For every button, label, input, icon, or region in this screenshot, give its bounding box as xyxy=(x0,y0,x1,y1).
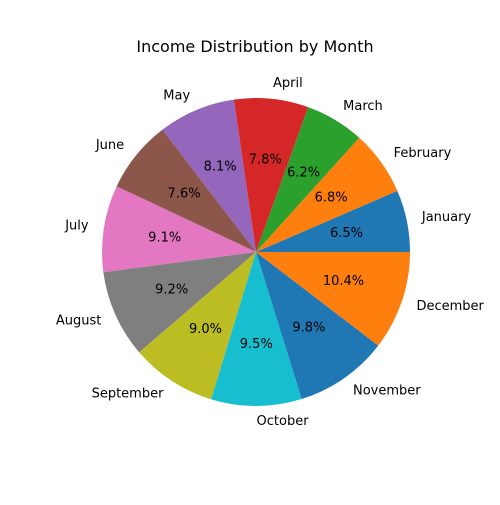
slice-label-august: August xyxy=(56,314,102,329)
percent-label-may: 8.1% xyxy=(204,159,237,174)
slice-december xyxy=(256,252,410,346)
slice-november xyxy=(256,252,379,400)
percent-label-november: 9.8% xyxy=(292,320,325,335)
percent-label-october: 9.5% xyxy=(240,337,273,352)
slice-label-december: December xyxy=(416,299,484,314)
percent-label-april: 7.8% xyxy=(249,153,282,168)
percent-label-september: 9.0% xyxy=(189,322,222,337)
slice-label-november: November xyxy=(353,383,421,398)
percent-label-january: 6.5% xyxy=(330,226,363,241)
pie-slices xyxy=(102,98,410,407)
slice-label-april: April xyxy=(273,76,303,91)
percent-labels: 6.5% 6.8% 6.2% 7.8% 8.1%7.6% 9.1% 9.2% 9.0% 9.5%… xyxy=(148,153,364,352)
slice-label-january: January xyxy=(421,210,472,225)
slice-january xyxy=(256,190,410,252)
percent-label-july: 9.1% xyxy=(148,230,181,245)
slice-label-march: March xyxy=(343,99,383,114)
slice-labels: January February March April May June July Augu… xyxy=(56,76,485,429)
slice-label-february: February xyxy=(394,146,452,161)
slice-label-may: May xyxy=(163,88,190,103)
slice-july xyxy=(102,186,256,273)
percent-label-december: 10.4% xyxy=(323,274,364,289)
percent-label-february: 6.8% xyxy=(315,191,348,206)
slice-may xyxy=(162,99,256,252)
percent-label-march: 6.2% xyxy=(287,165,320,180)
slice-march xyxy=(256,107,360,252)
chart-title: Income Distribution by Month xyxy=(136,37,373,56)
slice-label-september: September xyxy=(92,386,165,401)
percent-label-august: 9.2% xyxy=(155,282,188,297)
slice-february xyxy=(256,137,398,252)
slice-june xyxy=(116,129,256,252)
slice-april xyxy=(233,98,309,252)
slice-september xyxy=(139,252,256,400)
slice-august xyxy=(103,252,256,353)
slice-label-june: June xyxy=(95,138,124,153)
slice-label-july: July xyxy=(64,219,89,234)
slice-label-october: October xyxy=(257,414,310,429)
percent-label-june: 7.6% xyxy=(168,187,201,202)
slice-october xyxy=(211,252,302,407)
